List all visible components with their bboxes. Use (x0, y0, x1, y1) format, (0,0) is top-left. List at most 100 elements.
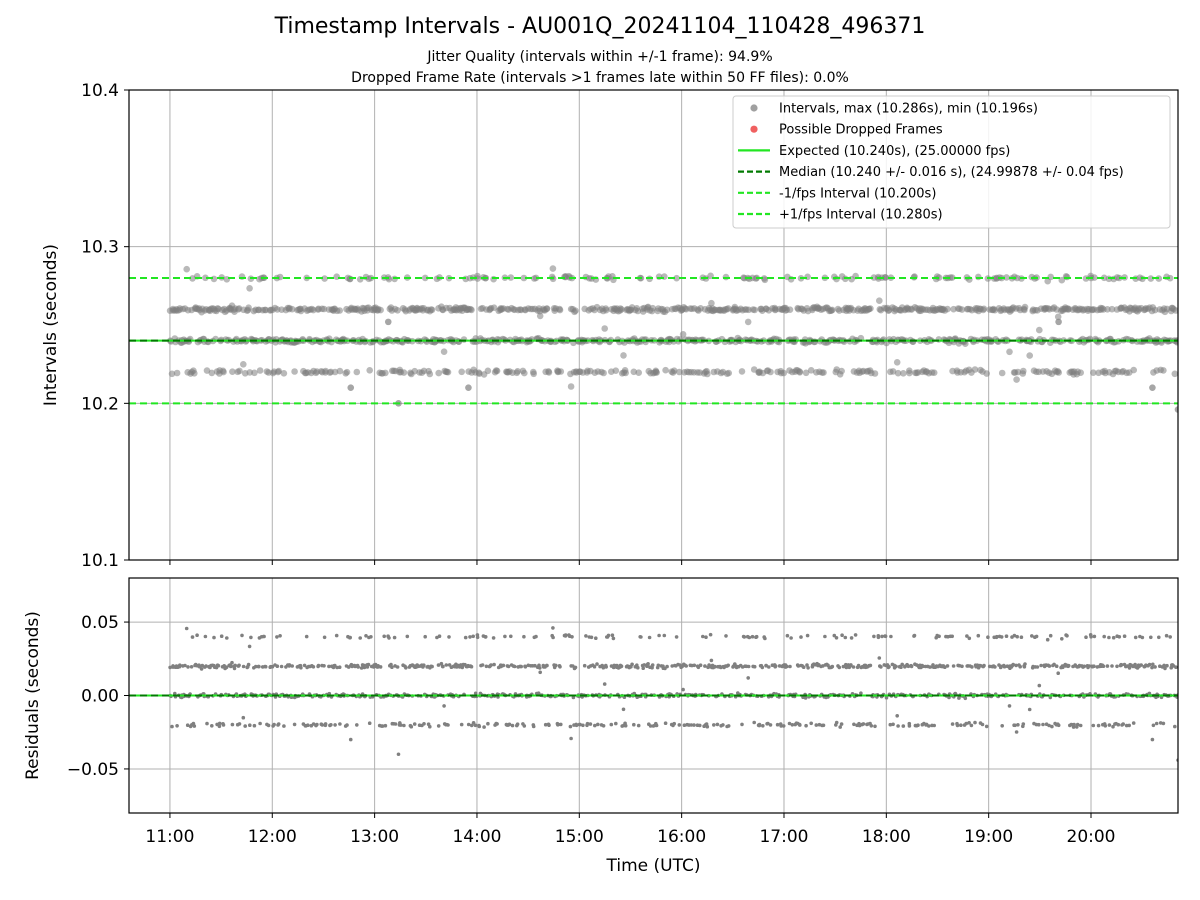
residual-point (1027, 707, 1032, 712)
residual-point (1035, 665, 1040, 669)
residual-point (1140, 635, 1145, 640)
x-tick-label: 12:00 (248, 827, 297, 847)
jitter-quality-subtitle: Jitter Quality (intervals within +/-1 fr… (427, 49, 773, 65)
residual-point (1012, 633, 1017, 638)
x-tick-label: 19:00 (964, 827, 1013, 847)
residual-point (536, 691, 541, 695)
residual-point (1022, 665, 1027, 669)
y-tick-label: 10.4 (81, 81, 119, 101)
interval-point (975, 273, 982, 281)
residual-point (663, 721, 668, 725)
interval-point (630, 368, 638, 376)
interval-point (377, 306, 384, 314)
interval-point (1006, 348, 1013, 356)
y-tick-label: 10.3 (81, 238, 119, 258)
residual-point (869, 724, 874, 728)
residual-point (873, 724, 877, 729)
residual-point (636, 665, 640, 670)
residual-point (752, 664, 757, 669)
x-tick-label: 16:00 (657, 827, 706, 847)
interval-point (400, 369, 408, 376)
residual-point (787, 721, 792, 726)
interval-point (280, 370, 288, 377)
interval-point (356, 276, 364, 283)
residual-point (779, 724, 783, 728)
residual-point (1147, 662, 1152, 667)
residual-point (253, 664, 258, 669)
residual-point (801, 665, 806, 669)
residual-point (976, 633, 981, 638)
residual-point (1092, 634, 1097, 639)
residual-point (970, 665, 974, 669)
residual-point (596, 722, 600, 727)
residual-point (932, 723, 936, 728)
interval-point (1149, 384, 1156, 391)
residual-point (203, 634, 208, 639)
residual-point (523, 665, 528, 669)
residual-point (993, 665, 997, 669)
residual-point (674, 635, 679, 639)
residual-point (1161, 721, 1166, 726)
interval-point (336, 307, 344, 314)
residual-point (672, 721, 676, 726)
interval-point (1055, 369, 1062, 376)
residual-point (1150, 665, 1154, 670)
residual-point (832, 633, 837, 638)
residual-point (390, 665, 394, 669)
interval-point (786, 306, 794, 314)
residual-point (585, 721, 590, 726)
residual-point (761, 724, 765, 728)
residual-point (1096, 723, 1101, 728)
residual-point (726, 663, 730, 668)
residual-point (1164, 633, 1169, 638)
residual-point (704, 635, 708, 639)
residual-point (543, 722, 548, 727)
interval-point (336, 367, 344, 375)
residuals-y-axis-label: Residuals (seconds) (23, 611, 43, 780)
interval-point (366, 367, 374, 374)
residual-point (178, 663, 182, 667)
interval-point (468, 306, 475, 314)
interval-point (543, 305, 551, 312)
residual-point (868, 663, 873, 668)
x-tick-label: 14:00 (452, 827, 501, 847)
residual-point (602, 682, 607, 686)
residual-point (891, 722, 895, 727)
residual-point (320, 723, 325, 727)
interval-point (971, 366, 979, 373)
residual-point (1050, 724, 1054, 729)
residual-point (492, 662, 496, 667)
residual-point (241, 715, 246, 720)
interval-point (804, 273, 811, 281)
residual-point (568, 724, 573, 729)
residual-point (436, 724, 441, 728)
interval-point (708, 299, 715, 307)
residual-point (569, 736, 573, 741)
residual-point (447, 635, 451, 639)
residual-point (473, 691, 478, 696)
residual-point (632, 722, 636, 727)
residual-point (315, 722, 319, 727)
residual-point (469, 664, 474, 669)
residual-point (821, 723, 826, 728)
residual-point (460, 665, 465, 670)
x-tick-label: 15:00 (555, 827, 604, 847)
residual-point (1121, 722, 1125, 726)
residual-point (538, 670, 542, 675)
residual-point (909, 664, 914, 669)
legend-label: +1/fps Interval (10.280s) (779, 208, 943, 223)
residual-point (834, 636, 839, 640)
interval-point (962, 340, 969, 348)
residual-point (839, 722, 844, 726)
interval-point (229, 368, 236, 376)
residual-point (662, 633, 667, 638)
residual-point (861, 722, 866, 726)
interval-point (906, 369, 913, 377)
residual-point (1131, 721, 1136, 725)
residual-point (708, 632, 713, 637)
residual-point (584, 634, 588, 638)
residual-point (1107, 723, 1112, 727)
residual-point (1165, 663, 1169, 668)
residual-point (292, 722, 297, 727)
y-tick-label: 10.1 (81, 551, 119, 571)
